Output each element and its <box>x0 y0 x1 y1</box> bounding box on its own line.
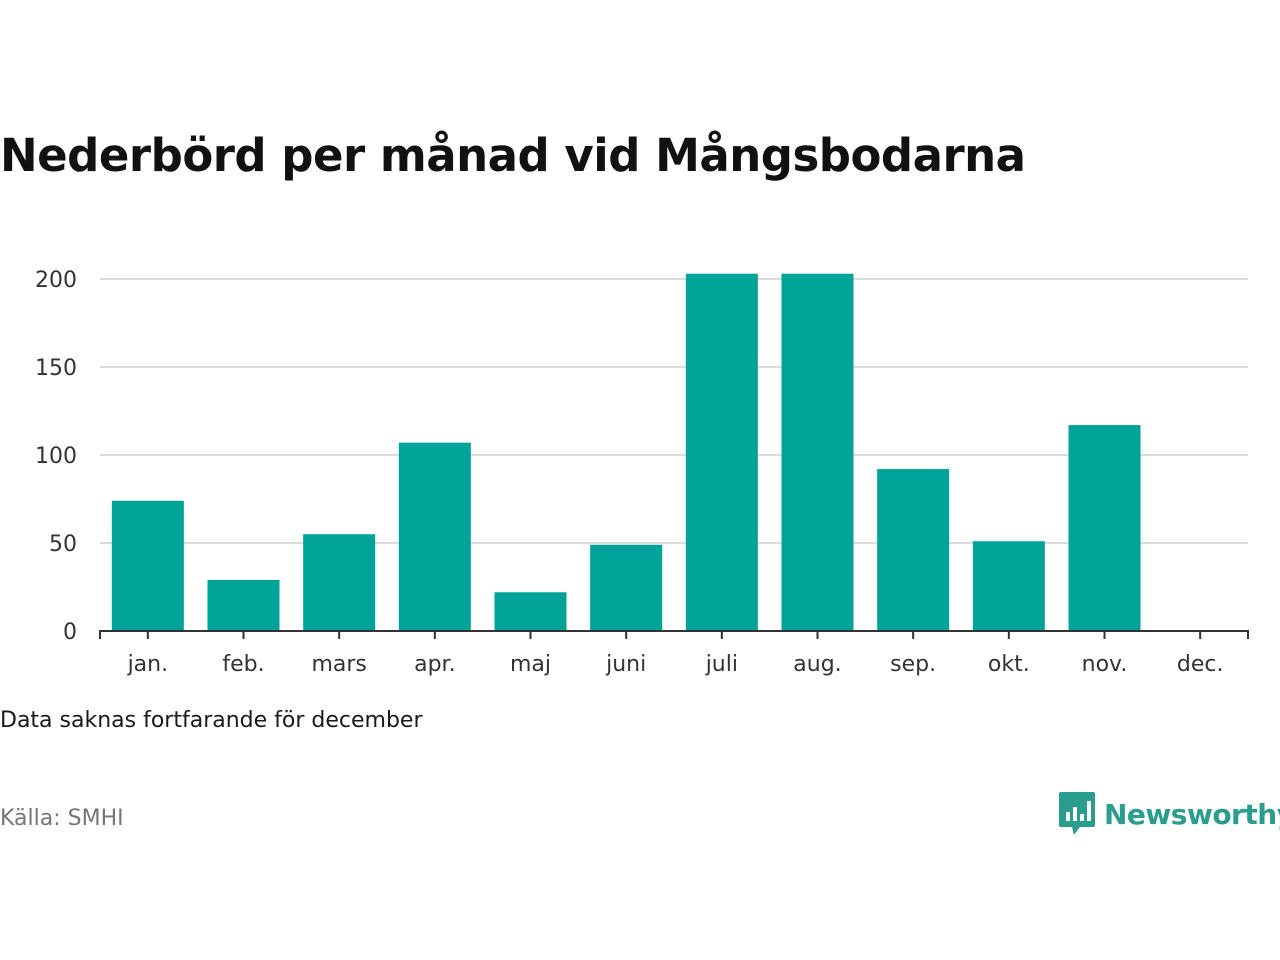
x-tick-label: mars <box>311 652 366 677</box>
bar <box>972 541 1045 631</box>
bar <box>590 544 663 631</box>
x-tick-label: aug. <box>793 652 841 677</box>
x-tick-label: juli <box>705 652 738 677</box>
bar <box>398 442 471 631</box>
gridlines <box>100 278 1248 544</box>
brand-name: Newsworthy <box>1104 797 1280 831</box>
bar <box>207 579 280 631</box>
bar <box>685 273 758 631</box>
x-tick-label: dec. <box>1177 652 1224 677</box>
y-tick-label: 150 <box>35 356 77 381</box>
bar <box>1068 425 1141 631</box>
bar <box>303 534 376 631</box>
x-axis <box>99 630 1249 639</box>
chart-title: Nederbörd per månad vid Mångsbodarna <box>0 129 1026 182</box>
chart-note: Data saknas fortfarande för december <box>0 708 423 733</box>
x-tick-label: okt. <box>988 652 1030 677</box>
x-tick-label: nov. <box>1082 652 1128 677</box>
x-tick-label: jan. <box>127 652 169 677</box>
bar <box>494 592 567 631</box>
brand-logo: Newsworthy <box>1058 790 1280 838</box>
bars <box>111 273 1141 631</box>
x-tick-label: feb. <box>222 652 264 677</box>
bar <box>877 469 950 631</box>
y-tick-label: 200 <box>35 268 77 293</box>
y-tick-label: 0 <box>63 620 77 645</box>
newsworthy-logo-icon <box>1059 792 1095 835</box>
x-tick-label: sep. <box>890 652 936 677</box>
bar <box>111 500 184 631</box>
source-label: Källa: SMHI <box>0 806 124 831</box>
tick-labels: 0 50 100 150 200 jan. feb. mars apr. maj juni juli a… <box>35 268 1223 677</box>
x-tick-label: juni <box>605 652 646 677</box>
x-tick-label: apr. <box>414 652 455 677</box>
bar <box>781 273 854 631</box>
x-tick-label: maj <box>510 652 551 677</box>
y-tick-label: 100 <box>35 444 77 469</box>
bar-chart: 0 50 100 150 200 jan. feb. mars apr. maj juni juli a… <box>35 268 1249 677</box>
y-tick-label: 50 <box>49 532 77 557</box>
